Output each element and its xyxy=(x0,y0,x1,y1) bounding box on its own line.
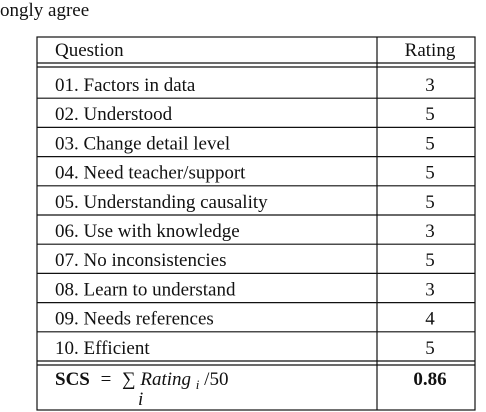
footer-formula: SCS = ∑ Rating i /50 xyxy=(55,369,228,394)
formula-part: ∑ xyxy=(122,369,136,390)
question-cell: 03. Change detail level xyxy=(55,133,230,154)
table-border xyxy=(36,36,476,411)
rating-cell: 5 xyxy=(425,192,435,213)
rating-cell: 3 xyxy=(425,75,435,96)
question-cell: 08. Learn to understand xyxy=(55,279,236,300)
caption-fragment: ongly agree xyxy=(0,0,89,21)
formula-part: = xyxy=(101,369,112,390)
question-cell: 05. Understanding causality xyxy=(55,192,268,213)
formula-part: /50 xyxy=(204,369,228,390)
formula-part: i xyxy=(138,389,143,410)
rating-cell: 5 xyxy=(425,104,435,125)
question-cell: 04. Need teacher/support xyxy=(55,163,246,184)
question-cell: 09. Needs references xyxy=(55,309,214,330)
formula-part: i xyxy=(196,377,200,392)
rating-cell: 3 xyxy=(425,279,435,300)
question-cell: 07. No inconsistencies xyxy=(55,250,227,271)
question-cell: 01. Factors in data xyxy=(55,75,196,96)
header-cell: Question xyxy=(55,40,124,61)
header-cell: Rating xyxy=(405,40,456,61)
question-cell: 06. Use with knowledge xyxy=(55,221,240,242)
rating-cell: 5 xyxy=(425,250,435,271)
rating-cell: 5 xyxy=(425,133,435,154)
formula-part: Rating xyxy=(139,369,191,390)
rating-cell: 3 xyxy=(425,221,435,242)
rating-cell: 5 xyxy=(425,163,435,184)
rating-cell: 4 xyxy=(425,309,435,330)
question-cell: 10. Efficient xyxy=(55,338,150,359)
table-body: 01. Factors in data 3 02. Understood 5 03. C… xyxy=(37,75,475,359)
footer-value: 0.86 xyxy=(413,369,446,390)
formula-part: SCS xyxy=(55,369,90,390)
question-cell: 02. Understood xyxy=(55,104,173,125)
rating-cell: 5 xyxy=(425,338,435,359)
